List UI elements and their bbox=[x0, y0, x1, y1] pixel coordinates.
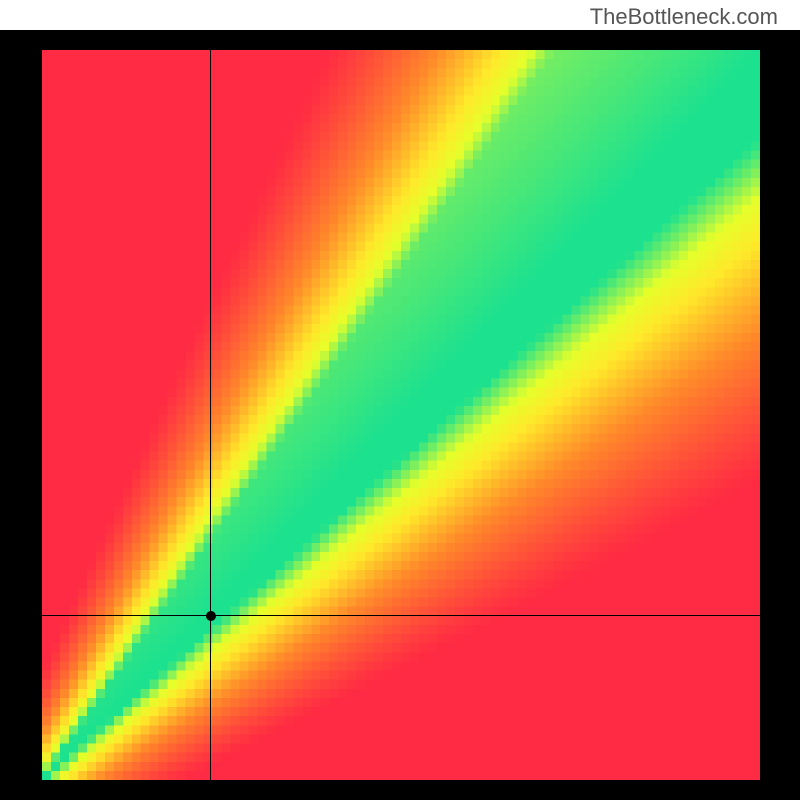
heatmap-plot bbox=[42, 50, 760, 780]
chart-container: { "attribution": "TheBottleneck.com", "l… bbox=[0, 0, 800, 800]
crosshair-horizontal bbox=[42, 615, 760, 616]
crosshair-marker bbox=[206, 611, 216, 621]
heatmap-canvas bbox=[42, 50, 760, 780]
crosshair-vertical bbox=[210, 50, 211, 780]
attribution-text: TheBottleneck.com bbox=[590, 4, 778, 30]
